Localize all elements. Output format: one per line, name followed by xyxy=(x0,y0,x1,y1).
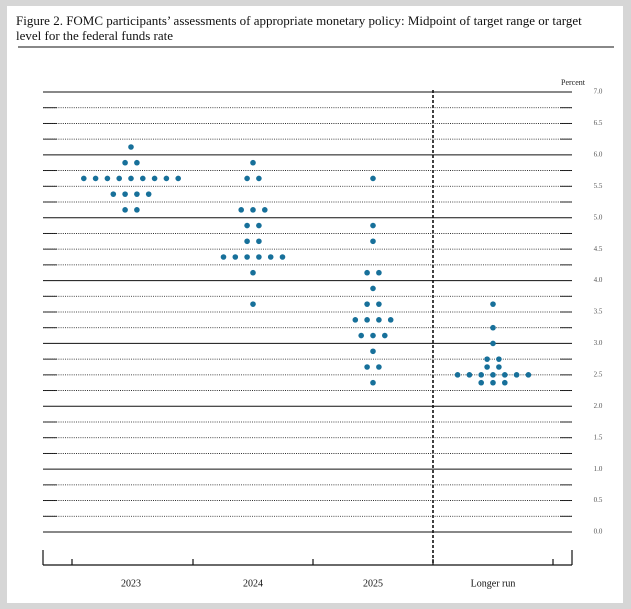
y-tick-label: 3.0 xyxy=(594,339,603,347)
dot xyxy=(370,379,376,386)
dot xyxy=(134,207,140,213)
dot xyxy=(370,348,376,355)
chart-title: Figure 2. FOMC participants’ assessments… xyxy=(16,13,582,43)
dot xyxy=(484,356,490,362)
dot xyxy=(128,144,134,150)
dot xyxy=(370,285,376,292)
dot xyxy=(163,175,170,182)
dot xyxy=(134,159,140,166)
panel xyxy=(7,6,623,603)
dot xyxy=(238,207,244,213)
dot xyxy=(364,301,370,307)
dot xyxy=(220,254,227,260)
dot xyxy=(267,254,274,260)
y-tick-label: 2.5 xyxy=(594,370,603,378)
dot xyxy=(244,238,250,245)
dot xyxy=(387,317,394,323)
dot xyxy=(490,340,496,347)
dot xyxy=(364,269,370,276)
dot xyxy=(256,238,262,245)
dot xyxy=(81,175,87,182)
dot xyxy=(122,207,128,213)
dot xyxy=(250,301,256,307)
dot xyxy=(370,238,376,245)
dot xyxy=(256,254,262,260)
dot xyxy=(490,324,496,331)
dot xyxy=(370,175,376,182)
y-tick-label: 7.0 xyxy=(594,88,603,96)
y-tick-label: 4.5 xyxy=(594,245,603,253)
y-tick-label: 2.0 xyxy=(594,402,603,410)
y-tick-label: 3.5 xyxy=(594,308,603,316)
dot xyxy=(370,222,376,229)
dot xyxy=(370,332,376,339)
y-tick-label: 1.0 xyxy=(594,465,603,473)
dot xyxy=(376,269,382,276)
x-tick-label: 2023 xyxy=(121,578,141,589)
dot xyxy=(478,372,485,378)
dot xyxy=(484,364,490,370)
dot xyxy=(496,356,502,362)
y-axis-label: Percent xyxy=(561,78,586,87)
dot xyxy=(104,175,111,182)
dot xyxy=(279,254,286,260)
dot xyxy=(256,175,262,182)
dot xyxy=(140,175,146,182)
dot xyxy=(454,372,461,378)
y-tick-label: 1.5 xyxy=(594,433,603,441)
dot xyxy=(244,254,250,260)
dot xyxy=(145,191,152,197)
dot xyxy=(250,207,256,213)
y-tick-label: 5.0 xyxy=(594,213,603,221)
dot xyxy=(116,175,122,182)
dot xyxy=(232,254,239,260)
dot xyxy=(262,207,268,213)
dot xyxy=(250,269,256,276)
dot xyxy=(466,372,473,378)
dot xyxy=(92,175,99,182)
x-tick-label: Longer run xyxy=(471,578,516,589)
dot xyxy=(364,317,370,323)
dot xyxy=(244,222,250,229)
dot xyxy=(175,175,181,182)
dot xyxy=(490,372,496,378)
dot xyxy=(244,175,250,182)
dot xyxy=(502,372,508,378)
dot xyxy=(122,191,128,197)
dot xyxy=(110,191,117,197)
dot xyxy=(364,364,370,370)
dot xyxy=(250,159,256,166)
y-tick-label: 5.5 xyxy=(594,182,603,190)
dot xyxy=(376,317,382,323)
dot xyxy=(151,175,158,182)
y-tick-label: 0.0 xyxy=(594,528,603,536)
dot xyxy=(525,372,532,378)
y-tick-label: 4.0 xyxy=(594,276,603,284)
dot xyxy=(496,364,502,370)
x-tick-label: 2024 xyxy=(243,578,263,589)
dot xyxy=(478,379,485,386)
dot xyxy=(490,379,496,386)
dot xyxy=(376,364,382,370)
dot xyxy=(134,191,140,197)
x-tick-label: 2025 xyxy=(363,578,383,589)
dot xyxy=(376,301,382,307)
dot xyxy=(256,222,262,229)
dot xyxy=(502,379,508,386)
dot xyxy=(490,301,496,307)
dot xyxy=(382,332,388,339)
dot xyxy=(352,317,359,323)
y-tick-label: 6.5 xyxy=(594,119,603,127)
dot xyxy=(122,159,128,166)
dot xyxy=(358,332,365,339)
y-tick-label: 0.5 xyxy=(594,496,603,504)
y-tick-label: 6.0 xyxy=(594,150,603,158)
dot xyxy=(513,372,520,378)
dot xyxy=(128,175,134,182)
